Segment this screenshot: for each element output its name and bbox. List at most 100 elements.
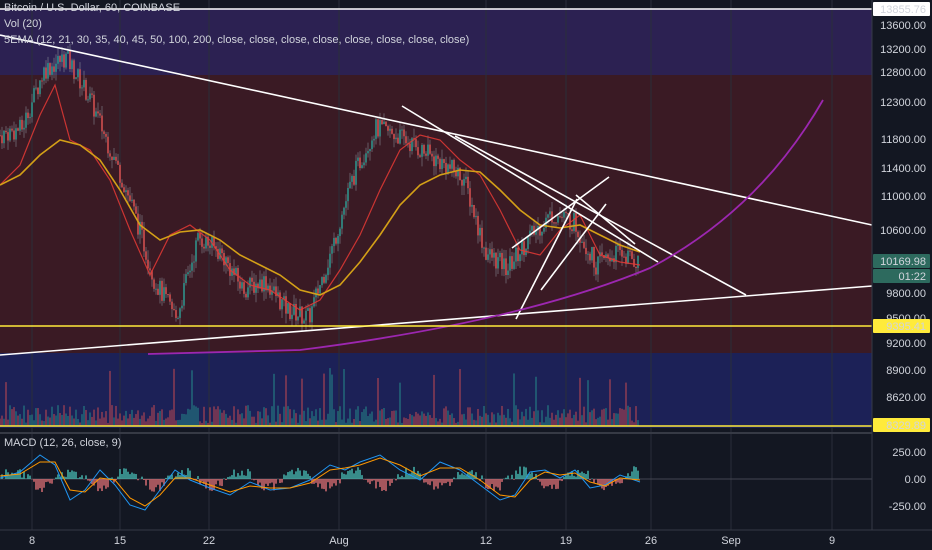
volume-bar <box>289 409 291 426</box>
candle-body <box>163 287 165 301</box>
macd-histogram-bar <box>433 479 435 490</box>
macd-histogram-bar <box>43 479 45 488</box>
macd-histogram-bar <box>409 473 411 479</box>
candle-body <box>523 241 525 256</box>
volume-bar <box>309 418 311 426</box>
macd-histogram-bar <box>103 479 105 486</box>
macd-histogram-bar <box>73 471 75 479</box>
volume-bar <box>351 422 353 426</box>
volume-bar <box>127 418 129 426</box>
candle-body <box>175 310 177 318</box>
candle-body <box>15 128 17 140</box>
candle-body <box>595 267 597 275</box>
candle-body <box>263 276 265 292</box>
macd-histogram-bar <box>391 479 393 483</box>
volume-bar <box>365 406 367 426</box>
macd-histogram-bar <box>273 479 275 491</box>
volume-bar <box>143 412 145 426</box>
macd-histogram-bar <box>215 479 217 485</box>
candle-body <box>409 143 411 152</box>
macd-histogram-bar <box>485 479 487 488</box>
candle-body <box>559 216 561 218</box>
candle-body <box>49 63 51 75</box>
volume-bar <box>85 409 87 426</box>
macd-histogram-bar <box>515 470 517 479</box>
middle-shaded-band <box>0 75 872 353</box>
macd-histogram-bar <box>377 479 379 482</box>
candle-body <box>479 227 481 236</box>
volume-bar <box>211 421 213 426</box>
macd-histogram-bar <box>499 479 501 491</box>
candle-body <box>547 214 549 218</box>
macd-histogram-bar <box>359 469 361 479</box>
volume-bar <box>453 418 455 426</box>
candle-body <box>419 155 421 157</box>
volume-bar <box>71 415 73 426</box>
price-tag-bg <box>873 418 930 432</box>
volume-bar <box>395 410 397 426</box>
candle-body <box>383 121 385 125</box>
ema-slow-line <box>0 139 641 296</box>
macd-indicator-label[interactable]: MACD (12, 26, close, 9) <box>4 437 122 449</box>
volume-bar <box>95 420 97 426</box>
candle-body <box>51 66 53 75</box>
volume-bar <box>297 422 299 426</box>
volume-bar <box>217 406 219 426</box>
candle-body <box>75 77 77 79</box>
volume-bar <box>589 412 591 426</box>
ema-indicator-label[interactable]: Vol (20) <box>4 18 42 30</box>
candle-body <box>91 93 93 95</box>
volume-bar <box>75 409 77 426</box>
macd-histogram-bar <box>97 479 99 492</box>
candle-body <box>297 316 299 321</box>
macd-histogram-bar <box>563 477 565 479</box>
volume-bar <box>567 413 569 426</box>
candle-body <box>1 135 3 144</box>
macd-histogram-bar <box>599 479 601 486</box>
volume-bar <box>171 409 173 426</box>
volume-bar <box>611 419 613 426</box>
candle-body <box>417 147 419 156</box>
candle-body <box>517 247 519 262</box>
macd-histogram-bar <box>183 474 185 479</box>
candle-body <box>289 303 291 320</box>
macd-histogram-bar <box>285 475 287 479</box>
macd-histogram-bar <box>429 479 431 486</box>
candle-body <box>27 112 29 119</box>
volume-bar <box>169 410 171 426</box>
price-tag-label: 01:22 <box>898 271 926 283</box>
candle-body <box>535 230 537 235</box>
candle-body <box>491 249 493 258</box>
volume-indicator-label[interactable]: 5EMA (12, 21, 30, 35, 40, 45, 50, 100, 2… <box>4 34 470 46</box>
candle-body <box>287 303 289 314</box>
macd-histogram-bar <box>127 471 129 479</box>
candle-body <box>627 250 629 264</box>
candle-body <box>11 128 13 131</box>
macd-histogram-bar <box>171 474 173 479</box>
macd-histogram-bar <box>637 470 639 479</box>
macd-histogram-bar <box>341 472 343 479</box>
macd-histogram-bar <box>37 479 39 490</box>
macd-histogram-bar <box>133 473 135 479</box>
candle-body <box>283 296 285 300</box>
candle-body <box>579 237 581 243</box>
macd-histogram-bar <box>299 470 301 479</box>
candle-body <box>327 267 329 276</box>
candle-body <box>109 153 111 157</box>
symbol-title[interactable]: Bitcoin / U.S. Dollar, 60, COINBASE <box>4 2 181 14</box>
macd-histogram-bar <box>425 479 427 483</box>
macd-histogram-bar <box>401 475 403 479</box>
candle-body <box>251 277 253 282</box>
candle-body <box>69 50 71 70</box>
price-tag-label: 9395.41 <box>886 321 926 333</box>
candle-body <box>103 131 105 134</box>
macd-histogram-bar <box>25 478 27 479</box>
macd-histogram-bar <box>321 479 323 489</box>
volume-bar <box>277 405 279 426</box>
volume-bar <box>571 418 573 426</box>
candle-body <box>477 215 479 236</box>
time-axis[interactable] <box>0 530 932 550</box>
volume-bar <box>367 416 369 426</box>
candle-body <box>507 270 509 276</box>
